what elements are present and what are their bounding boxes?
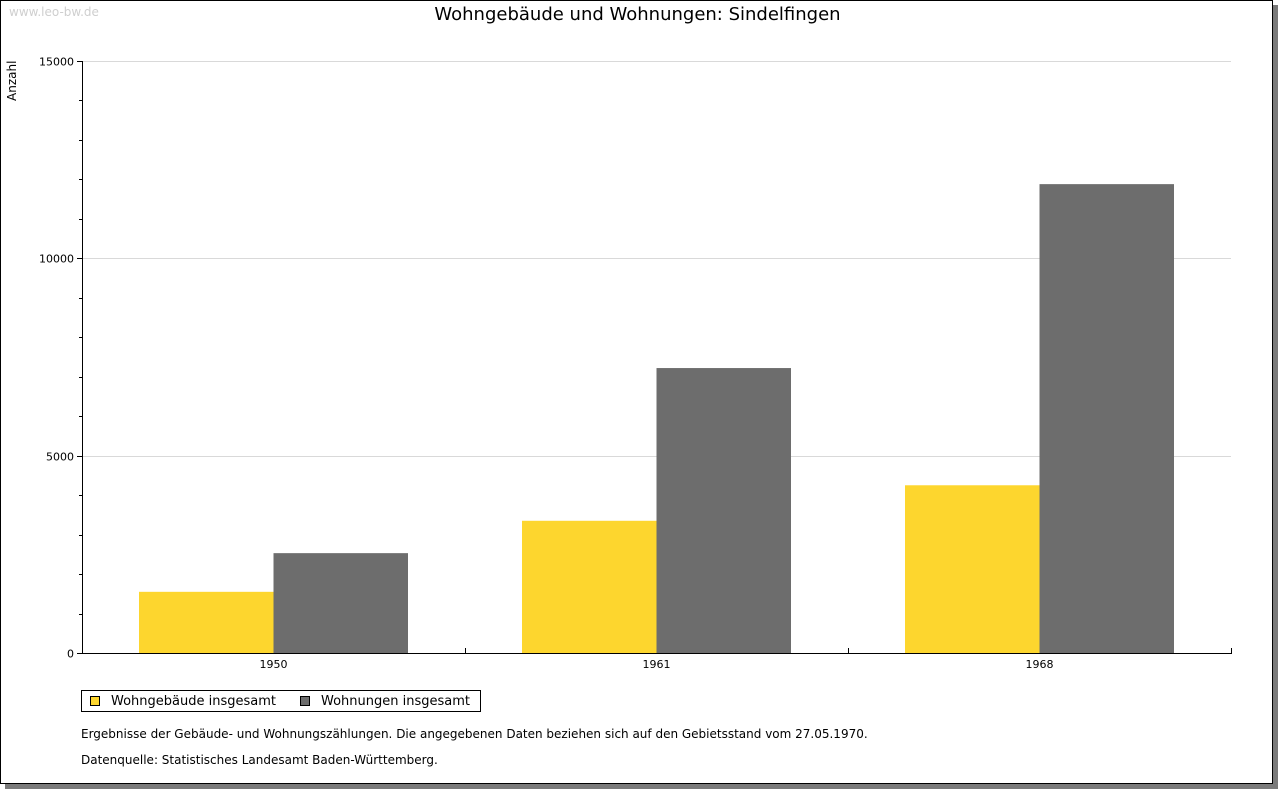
legend-item-dwellings: Wohnungen insgesamt xyxy=(300,694,470,709)
x-tick-label: 1968 xyxy=(1026,658,1054,671)
legend-swatch-buildings xyxy=(90,696,100,706)
y-tick-label: 0 xyxy=(67,648,74,661)
bar-dwellings-1961 xyxy=(656,368,791,653)
bar-buildings-1968 xyxy=(905,485,1040,653)
legend-swatch-dwellings xyxy=(300,696,310,706)
bar-dwellings-1968 xyxy=(1039,184,1174,654)
bar-dwellings-1950 xyxy=(273,553,408,653)
legend: Wohngebäude insgesamt Wohnungen insgesam… xyxy=(81,690,481,712)
legend-label-dwellings: Wohnungen insgesamt xyxy=(321,693,470,709)
legend-item-buildings: Wohngebäude insgesamt xyxy=(90,694,276,709)
chart-title: Wohngebäude und Wohnungen: Sindelfingen xyxy=(434,4,841,25)
legend-label-buildings: Wohngebäude insgesamt xyxy=(111,693,276,709)
watermark: www.leo-bw.de xyxy=(9,5,99,19)
footnote-text: Ergebnisse der Gebäude- und Wohnungszähl… xyxy=(81,727,868,741)
bar-buildings-1950 xyxy=(139,591,274,653)
x-tick-label: 1950 xyxy=(260,658,288,671)
y-tick-label: 15000 xyxy=(39,56,74,69)
bar-buildings-1961 xyxy=(522,520,657,653)
data-source-text: Datenquelle: Statistisches Landesamt Bad… xyxy=(81,753,438,767)
y-tick-label: 5000 xyxy=(46,451,74,464)
x-tick-label: 1961 xyxy=(643,658,671,671)
y-tick-label: 10000 xyxy=(39,253,74,266)
